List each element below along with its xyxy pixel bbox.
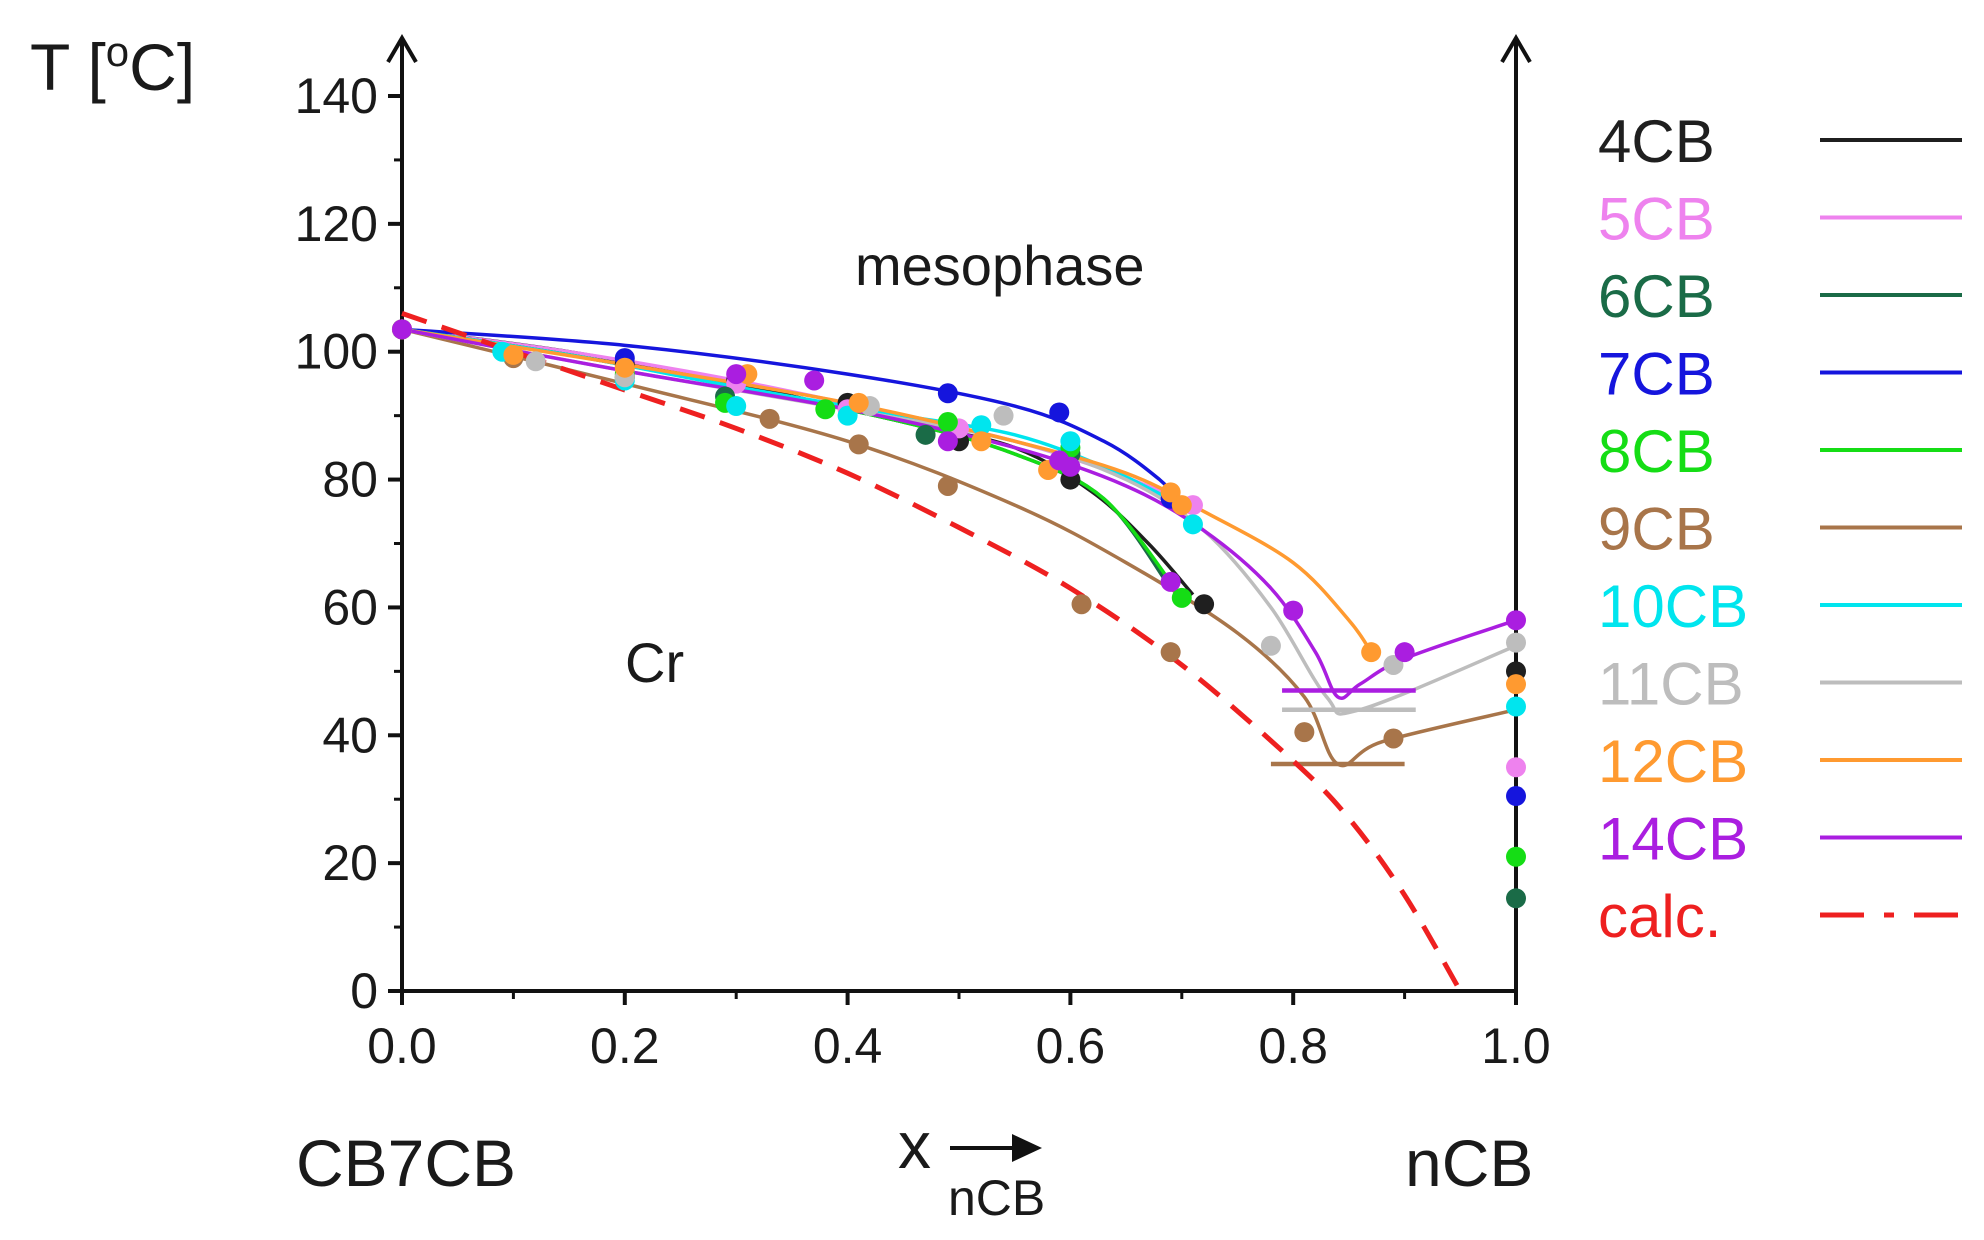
data-point-12cb xyxy=(848,392,869,413)
x-tick-label: 1.0 xyxy=(1481,1018,1551,1074)
data-point-11cb xyxy=(1260,635,1281,656)
region-label-crystal: Cr xyxy=(625,631,684,694)
data-point-12cb xyxy=(614,357,635,378)
data-point-14cb xyxy=(1283,600,1304,621)
curves-layer xyxy=(401,310,1517,993)
data-point-6cb xyxy=(915,424,936,445)
right-component-label: nCB xyxy=(1405,1126,1533,1200)
data-point-7cb xyxy=(937,383,958,404)
legend-label-4cb: 4CB xyxy=(1598,108,1715,175)
x-tick-label: 0.6 xyxy=(1036,1018,1106,1074)
legend-label-14cb: 14CB xyxy=(1598,806,1748,873)
y-axis-label: T [oC] xyxy=(30,28,195,104)
data-point-4cb xyxy=(1194,594,1215,615)
left-component-label: CB7CB xyxy=(296,1126,516,1200)
data-point-14cb xyxy=(1506,610,1526,631)
legend-label-7cb: 7CB xyxy=(1598,341,1715,408)
data-point-5cb xyxy=(1506,757,1526,778)
data-point-9cb xyxy=(1071,594,1092,615)
data-point-10cb xyxy=(1060,431,1081,452)
legend-label-11cb: 11CB xyxy=(1598,651,1744,718)
axes-layer: 0 20 40 60 80 100 120 140 0.0 0.2 0.4 0.6 0.8 1.0 xyxy=(295,34,1551,1074)
legend-label-6cb: 6CB xyxy=(1598,263,1715,330)
data-point-12cb xyxy=(1171,495,1192,516)
data-point-14cb xyxy=(937,431,958,452)
data-point-8cb xyxy=(937,412,958,433)
data-point-9cb xyxy=(937,475,958,496)
x-axis-label-sub: nCB xyxy=(948,1170,1045,1226)
data-point-9cb xyxy=(848,434,869,455)
data-point-11cb xyxy=(993,405,1014,426)
series-curve-7cb xyxy=(401,327,1184,507)
y-tick-label: 60 xyxy=(322,579,378,635)
y-tick-label: 120 xyxy=(295,196,378,252)
left-y-axis-arrow xyxy=(386,34,418,64)
data-point-14cb xyxy=(726,364,747,385)
x-axis-label: x xyxy=(898,1108,931,1182)
data-point-6cb xyxy=(1506,888,1526,909)
data-point-14cb xyxy=(392,319,412,340)
y-tick-label: 40 xyxy=(322,707,378,763)
y-tick-label: 100 xyxy=(295,324,378,380)
data-point-11cb xyxy=(525,351,546,372)
data-point-8cb xyxy=(1506,846,1526,867)
right-y-axis-arrow xyxy=(1500,34,1532,64)
x-tick-label: 0.2 xyxy=(590,1018,660,1074)
y-axis-label-unit: C] xyxy=(129,30,195,104)
y-axis-label-sup: o xyxy=(106,28,129,75)
data-point-11cb xyxy=(1506,632,1526,653)
data-point-14cb xyxy=(1160,571,1181,592)
legend-label-12cb: 12CB xyxy=(1598,728,1748,795)
data-point-12cb xyxy=(1506,674,1526,695)
data-point-14cb xyxy=(1060,456,1081,477)
data-point-9cb xyxy=(1160,642,1181,663)
data-point-9cb xyxy=(1383,728,1404,749)
data-point-12cb xyxy=(503,344,524,365)
legend-label-5cb: 5CB xyxy=(1598,186,1715,253)
data-point-7cb xyxy=(1506,786,1526,807)
y-tick-label: 80 xyxy=(322,452,378,508)
series-curve-14cb xyxy=(401,327,1517,700)
data-point-8cb xyxy=(1171,587,1192,608)
data-point-12cb xyxy=(1361,642,1382,663)
legend-label-9cb: 9CB xyxy=(1598,496,1715,563)
series-curve-calc xyxy=(401,310,1463,993)
data-point-9cb xyxy=(1294,722,1315,743)
series-curve-11cb xyxy=(401,327,1517,716)
legend-label-calc: calc. xyxy=(1598,883,1721,950)
data-point-10cb xyxy=(1506,696,1526,717)
data-point-14cb xyxy=(804,370,825,391)
data-point-8cb xyxy=(815,399,836,420)
x-tick-label: 0.4 xyxy=(813,1018,883,1074)
data-point-12cb xyxy=(971,431,992,452)
y-tick-label: 20 xyxy=(322,835,378,891)
data-point-7cb xyxy=(1049,402,1070,423)
legend-label-10cb: 10CB xyxy=(1598,573,1748,640)
x-tick-label: 0.8 xyxy=(1258,1018,1328,1074)
data-point-14cb xyxy=(1394,642,1415,663)
data-point-10cb xyxy=(726,396,747,417)
x-axis-arrow-head xyxy=(1012,1134,1042,1162)
legend: 4CB 5CB 6CB 7CB 8CB 9CB 10CB 11CB 12CB 14CB calc. xyxy=(1598,108,1962,950)
legend-label-8cb: 8CB xyxy=(1598,418,1715,485)
data-point-10cb xyxy=(971,415,992,436)
data-point-10cb xyxy=(1182,514,1203,535)
data-point-9cb xyxy=(759,408,780,429)
points-layer xyxy=(392,319,1526,909)
region-label-mesophase: mesophase xyxy=(855,234,1145,297)
y-tick-label: 140 xyxy=(295,68,378,124)
y-tick-label: 0 xyxy=(350,963,378,1019)
x-tick-label: 0.0 xyxy=(367,1018,437,1074)
